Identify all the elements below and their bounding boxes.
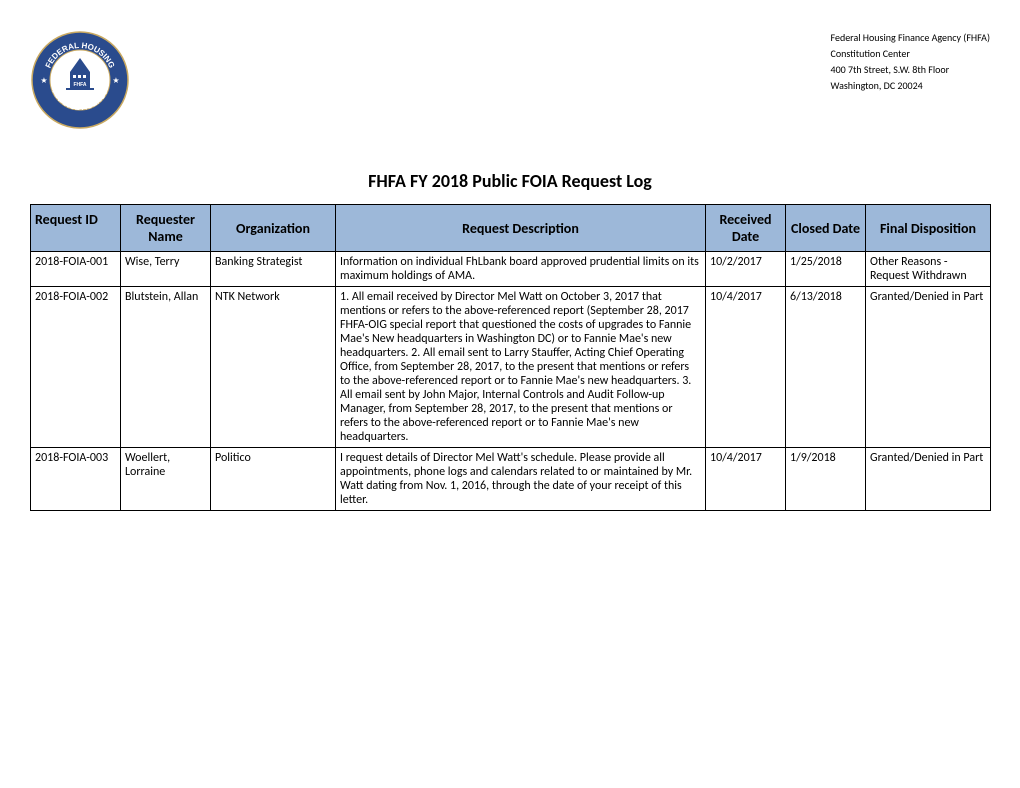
col-header-description: Request Description bbox=[336, 205, 706, 252]
agency-seal-logo: FEDERAL HOUSING FINANCE AGENCY FHFA ★ ★ bbox=[30, 30, 130, 130]
col-header-request-id: Request ID bbox=[31, 205, 121, 252]
table-header-row: Request ID Requester Name Organization R… bbox=[31, 205, 991, 252]
header-section: FEDERAL HOUSING FINANCE AGENCY FHFA ★ ★ … bbox=[30, 30, 990, 130]
svg-text:★: ★ bbox=[40, 76, 47, 86]
cell-name: Woellert, Lorraine bbox=[121, 448, 211, 511]
col-header-received-date: Received Date bbox=[706, 205, 786, 252]
cell-received: 10/2/2017 bbox=[706, 252, 786, 287]
cell-desc: Information on individual FhLbank board … bbox=[336, 252, 706, 287]
col-header-requester-name: Requester Name bbox=[121, 205, 211, 252]
cell-name: Wise, Terry bbox=[121, 252, 211, 287]
table-row: 2018-FOIA-002Blutstein, AllanNTK Network… bbox=[31, 287, 991, 448]
svg-text:★: ★ bbox=[112, 76, 119, 86]
col-header-organization: Organization bbox=[211, 205, 336, 252]
cell-disp: Granted/Denied in Part bbox=[866, 448, 991, 511]
cell-desc: I request details of Director Mel Watt's… bbox=[336, 448, 706, 511]
cell-closed: 6/13/2018 bbox=[786, 287, 866, 448]
table-row: 2018-FOIA-003Woellert, LorrainePoliticoI… bbox=[31, 448, 991, 511]
cell-received: 10/4/2017 bbox=[706, 448, 786, 511]
table-row: 2018-FOIA-001Wise, TerryBanking Strategi… bbox=[31, 252, 991, 287]
page-title: FHFA FY 2018 Public FOIA Request Log bbox=[30, 170, 990, 192]
foia-log-table: Request ID Requester Name Organization R… bbox=[30, 204, 991, 511]
agency-address: Federal Housing Finance Agency (FHFA) Co… bbox=[831, 30, 990, 94]
cell-received: 10/4/2017 bbox=[706, 287, 786, 448]
col-header-closed-date: Closed Date bbox=[786, 205, 866, 252]
cell-desc: 1. All email received by Director Mel Wa… bbox=[336, 287, 706, 448]
svg-text:FHFA: FHFA bbox=[73, 82, 86, 88]
cell-org: NTK Network bbox=[211, 287, 336, 448]
cell-id: 2018-FOIA-002 bbox=[31, 287, 121, 448]
agency-name: Federal Housing Finance Agency (FHFA) bbox=[831, 30, 990, 46]
cell-name: Blutstein, Allan bbox=[121, 287, 211, 448]
agency-building: Constitution Center bbox=[831, 46, 990, 62]
agency-street: 400 7th Street, S.W. 8th Floor bbox=[831, 62, 990, 78]
cell-closed: 1/25/2018 bbox=[786, 252, 866, 287]
cell-id: 2018-FOIA-003 bbox=[31, 448, 121, 511]
cell-id: 2018-FOIA-001 bbox=[31, 252, 121, 287]
agency-city: Washington, DC 20024 bbox=[831, 78, 990, 94]
col-header-final-disposition: Final Disposition bbox=[866, 205, 991, 252]
cell-disp: Other Reasons - Request Withdrawn bbox=[866, 252, 991, 287]
cell-disp: Granted/Denied in Part bbox=[866, 287, 991, 448]
cell-org: Politico bbox=[211, 448, 336, 511]
cell-org: Banking Strategist bbox=[211, 252, 336, 287]
cell-closed: 1/9/2018 bbox=[786, 448, 866, 511]
